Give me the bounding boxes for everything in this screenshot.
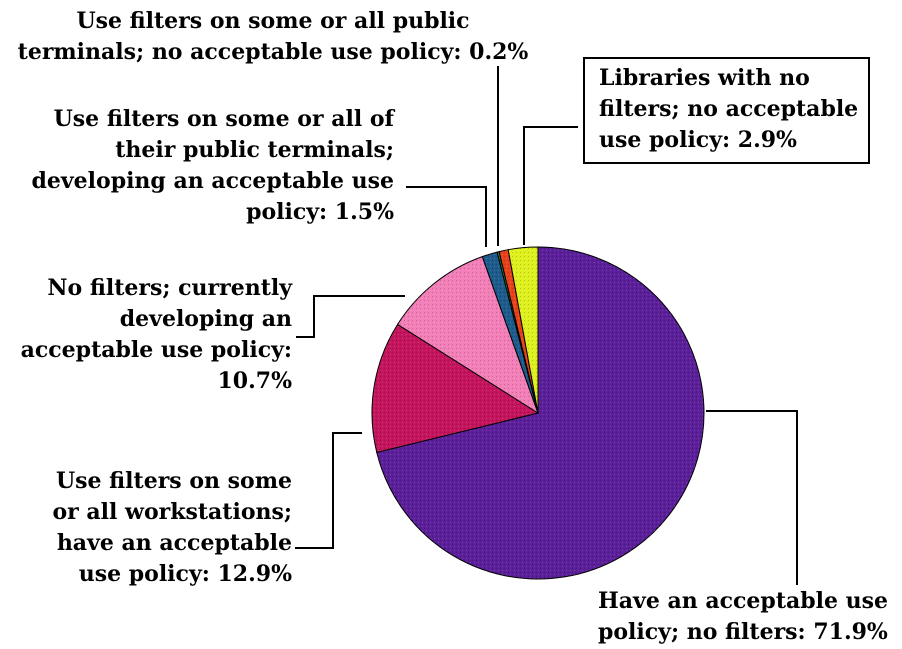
slice-filters-workstations [371, 323, 540, 453]
slice-no-filters-developing [396, 255, 539, 415]
leader-filters-public-developing [406, 186, 487, 247]
slice-acceptable-use-no-filters [376, 246, 705, 580]
slice-no-filters-no-policy [507, 246, 539, 414]
pie-slices [371, 246, 705, 580]
leader-filters-workstations [295, 432, 362, 549]
slice-label-filters-public-developing: Use filters on some or all of their publ… [31, 106, 395, 225]
leader-no-filters-developing [296, 295, 405, 338]
slice-label-filters-workstations: Use filters on some or all workstations;… [52, 468, 293, 587]
slice-label-no-filters-developing: No filters; currently developing an acce… [20, 275, 292, 394]
leader-acceptable-use-no-filters [706, 410, 798, 585]
leader-lines [295, 66, 798, 585]
leader-no-filters-no-policy [523, 126, 578, 245]
slice-label-no-filters-no-policy: Libraries with no filters; no acceptable… [583, 57, 871, 164]
slice-label-filters-public-no-policy: Use filters on some or all public termin… [17, 8, 529, 65]
slice-label-acceptable-use-no-filters: Have an acceptable use policy; no filter… [598, 588, 889, 645]
